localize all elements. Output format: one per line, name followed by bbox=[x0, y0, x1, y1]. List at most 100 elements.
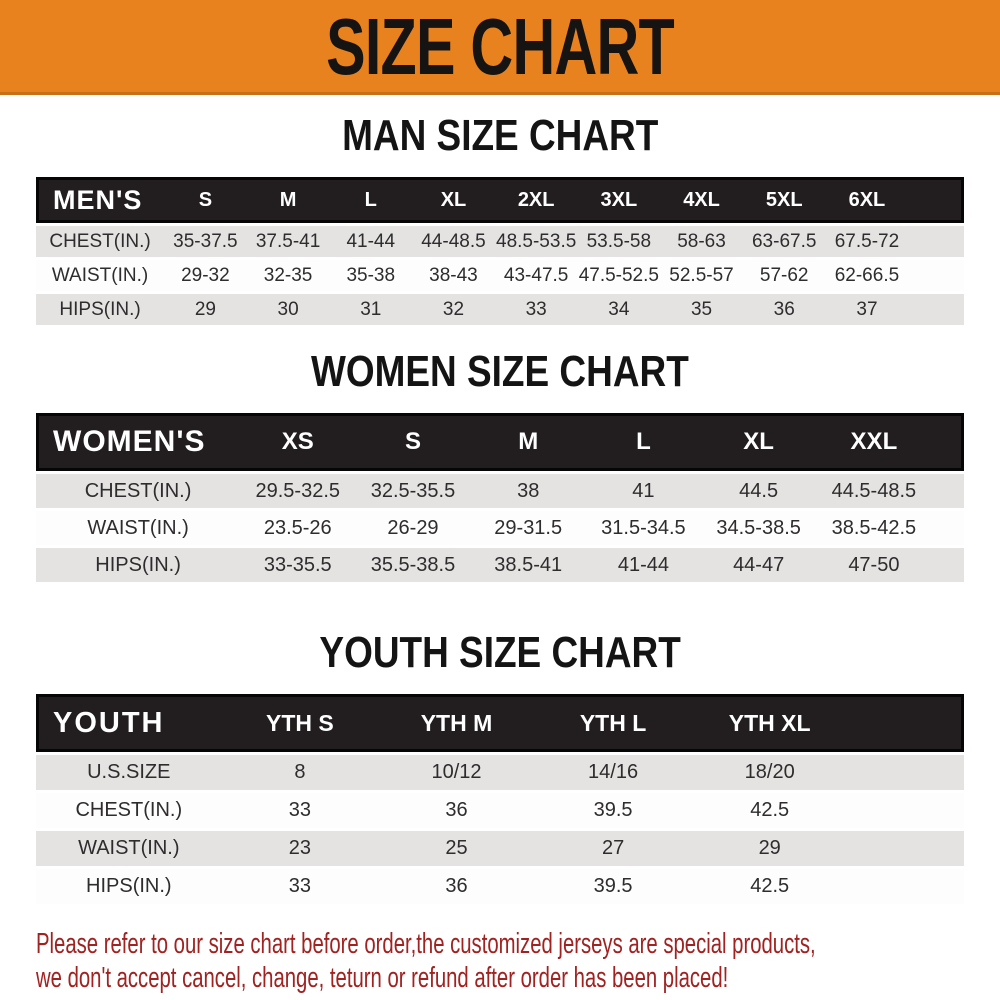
cell-value: 53.5-58 bbox=[577, 226, 661, 257]
row-label: HIPS(IN.) bbox=[36, 294, 165, 325]
cell-value: 31.5-34.5 bbox=[585, 511, 702, 545]
cell-value: 42.5 bbox=[691, 869, 848, 904]
row-pad bbox=[848, 755, 964, 790]
cell-value: 33-35.5 bbox=[240, 548, 356, 582]
table-row: CHEST(IN.) 29.5-32.5 32.5-35.5 38 41 44.5 44.5… bbox=[36, 474, 964, 508]
column-header: 3XL bbox=[577, 177, 661, 223]
column-header: 4XL bbox=[660, 177, 743, 223]
cell-value: 29 bbox=[691, 831, 848, 866]
cell-value: 39.5 bbox=[534, 869, 692, 904]
notice-line-1: Please refer to our size chart before or… bbox=[36, 928, 816, 960]
table-row: WAIST(IN.) 23 25 27 29 bbox=[36, 831, 964, 866]
cell-value: 35-38 bbox=[329, 260, 413, 291]
cell-value: 14/16 bbox=[534, 755, 692, 790]
row-pad bbox=[848, 831, 964, 866]
column-header: L bbox=[329, 177, 413, 223]
column-header: S bbox=[164, 177, 247, 223]
table-corner-label: MEN'S bbox=[36, 177, 165, 223]
banner-title: SIZE CHART bbox=[326, 2, 675, 91]
column-header: L bbox=[585, 413, 702, 471]
cell-value: 37.5-41 bbox=[246, 226, 330, 257]
table-row: CHEST(IN.) 33 36 39.5 42.5 bbox=[36, 793, 964, 828]
column-header: 6XL bbox=[825, 177, 909, 223]
cell-value: 30 bbox=[246, 294, 330, 325]
cell-value: 35-37.5 bbox=[164, 226, 247, 257]
cell-value: 10/12 bbox=[378, 755, 535, 790]
footer-notice: Please refer to our size chart before or… bbox=[36, 927, 1000, 995]
cell-value: 32.5-35.5 bbox=[355, 474, 471, 508]
table-row: WAIST(IN.) 29-32 32-35 35-38 38-43 43-47.5 47.… bbox=[36, 260, 964, 291]
women-section-heading: WOMEN SIZE CHART bbox=[0, 350, 1000, 394]
cell-value: 44.5-48.5 bbox=[816, 474, 932, 508]
cell-value: 33 bbox=[494, 294, 578, 325]
column-header: M bbox=[470, 413, 586, 471]
cell-value: 23.5-26 bbox=[240, 511, 356, 545]
men-section-heading: MAN SIZE CHART bbox=[0, 114, 1000, 158]
row-pad bbox=[848, 869, 964, 904]
cell-value: 52.5-57 bbox=[660, 260, 743, 291]
row-label: WAIST(IN.) bbox=[36, 831, 222, 866]
cell-value: 37 bbox=[825, 294, 909, 325]
cell-value: 36 bbox=[742, 294, 826, 325]
table-corner-label: WOMEN'S bbox=[36, 413, 241, 471]
youth-size-table: YOUTH YTH S YTH M YTH L YTH XL U.S.SIZE 8 10/1… bbox=[36, 691, 964, 907]
cell-value: 67.5-72 bbox=[825, 226, 909, 257]
table-row: HIPS(IN.) 29 30 31 32 33 34 35 36 37 bbox=[36, 294, 964, 325]
cell-value: 41 bbox=[585, 474, 702, 508]
banner: SIZE CHART bbox=[0, 0, 1000, 95]
cell-value: 38.5-41 bbox=[470, 548, 586, 582]
column-header: YTH XL bbox=[691, 694, 848, 752]
cell-value: 29 bbox=[164, 294, 247, 325]
cell-value: 41-44 bbox=[585, 548, 702, 582]
row-pad bbox=[848, 793, 964, 828]
row-label: CHEST(IN.) bbox=[36, 793, 222, 828]
cell-value: 32 bbox=[412, 294, 495, 325]
cell-value: 43-47.5 bbox=[494, 260, 578, 291]
cell-value: 38 bbox=[470, 474, 586, 508]
notice-line-2: we don't accept cancel, change, teturn o… bbox=[36, 962, 729, 994]
row-label: CHEST(IN.) bbox=[36, 474, 241, 508]
cell-value: 42.5 bbox=[691, 793, 848, 828]
cell-value: 33 bbox=[221, 869, 379, 904]
cell-value: 32-35 bbox=[246, 260, 330, 291]
cell-value: 47-50 bbox=[816, 548, 932, 582]
header-pad bbox=[848, 694, 964, 752]
cell-value: 41-44 bbox=[329, 226, 413, 257]
table-corner-label: YOUTH bbox=[36, 694, 222, 752]
table-row: WAIST(IN.) 23.5-26 26-29 29-31.5 31.5-34.5 34… bbox=[36, 511, 964, 545]
cell-value: 36 bbox=[378, 869, 535, 904]
cell-value: 48.5-53.5 bbox=[494, 226, 578, 257]
cell-value: 44-48.5 bbox=[412, 226, 495, 257]
column-header: YTH L bbox=[534, 694, 692, 752]
column-header: XS bbox=[240, 413, 356, 471]
cell-value: 29-31.5 bbox=[470, 511, 586, 545]
row-pad bbox=[931, 474, 964, 508]
table-header-row: MEN'S S M L XL 2XL 3XL 4XL 5XL 6XL bbox=[36, 177, 964, 223]
column-header: YTH M bbox=[378, 694, 535, 752]
cell-value: 44-47 bbox=[701, 548, 817, 582]
cell-value: 18/20 bbox=[691, 755, 848, 790]
row-pad bbox=[931, 548, 964, 582]
table-header-row: WOMEN'S XS S M L XL XXL bbox=[36, 413, 964, 471]
cell-value: 35 bbox=[660, 294, 743, 325]
cell-value: 38.5-42.5 bbox=[816, 511, 932, 545]
column-header: 2XL bbox=[494, 177, 578, 223]
table-row: U.S.SIZE 8 10/12 14/16 18/20 bbox=[36, 755, 964, 790]
row-label: WAIST(IN.) bbox=[36, 260, 165, 291]
column-header: YTH S bbox=[221, 694, 379, 752]
column-header: XL bbox=[701, 413, 817, 471]
cell-value: 62-66.5 bbox=[825, 260, 909, 291]
cell-value: 27 bbox=[534, 831, 692, 866]
cell-value: 31 bbox=[329, 294, 413, 325]
row-pad bbox=[908, 294, 964, 325]
header-pad bbox=[931, 413, 964, 471]
row-pad bbox=[908, 260, 964, 291]
cell-value: 57-62 bbox=[742, 260, 826, 291]
row-pad bbox=[908, 226, 964, 257]
table-header-row: YOUTH YTH S YTH M YTH L YTH XL bbox=[36, 694, 964, 752]
cell-value: 26-29 bbox=[355, 511, 471, 545]
men-size-table: MEN'S S M L XL 2XL 3XL 4XL 5XL 6XL CHEST(IN.) 35-3… bbox=[36, 174, 964, 328]
cell-value: 35.5-38.5 bbox=[355, 548, 471, 582]
table-row: HIPS(IN.) 33-35.5 35.5-38.5 38.5-41 41-44 44-… bbox=[36, 548, 964, 582]
